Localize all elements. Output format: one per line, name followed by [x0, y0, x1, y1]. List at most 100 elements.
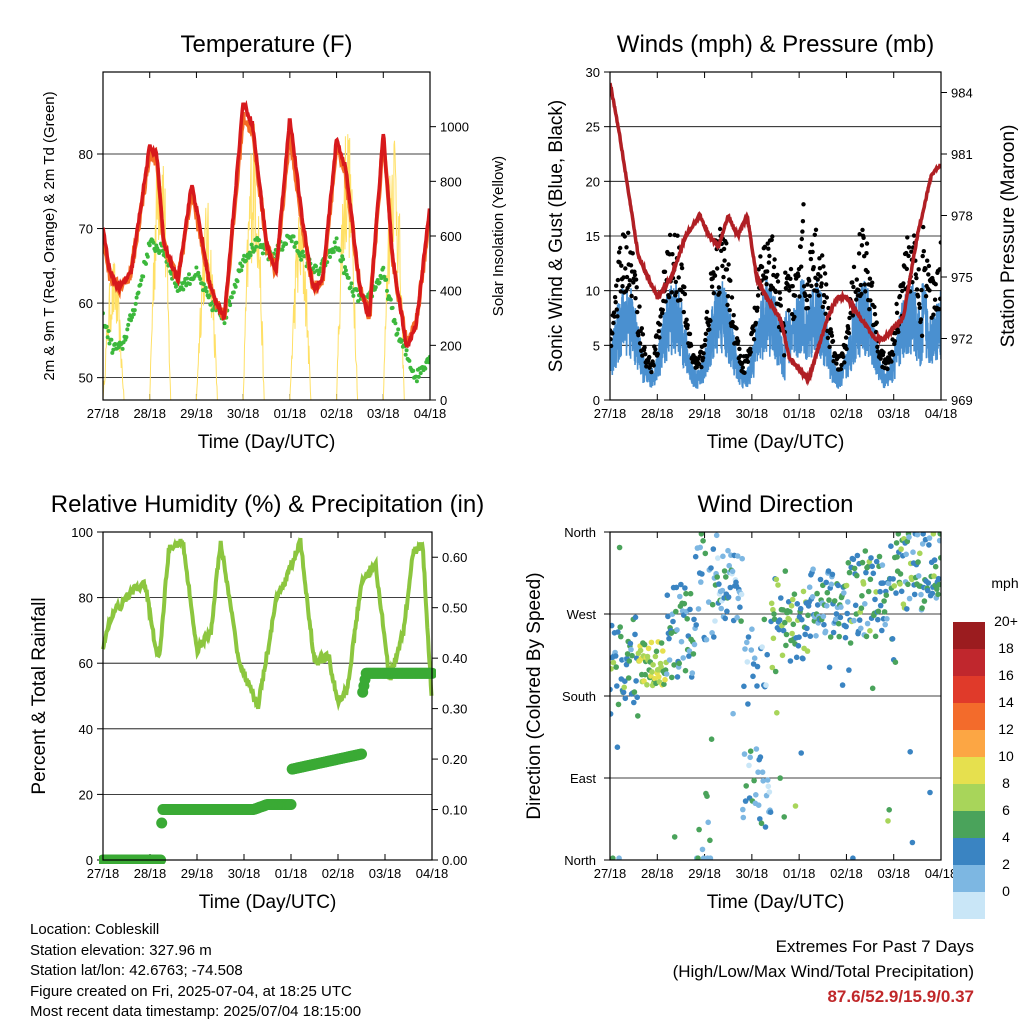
direction-point [632, 631, 638, 638]
direction-point [754, 663, 761, 670]
direction-point [824, 589, 831, 596]
direction-point [839, 682, 846, 688]
x-tick-label: 03/18 [367, 406, 400, 421]
direction-point [860, 581, 867, 587]
direction-point [617, 624, 623, 630]
gust-point [771, 264, 777, 270]
gust-point [936, 307, 941, 312]
dewpoint-point [314, 264, 318, 269]
gust-point [728, 278, 733, 283]
direction-point [740, 806, 746, 813]
direction-point [628, 646, 634, 653]
dewpoint-point [229, 295, 234, 300]
gust-point [682, 291, 688, 297]
gust-point [632, 272, 638, 278]
gust-point [900, 288, 905, 294]
direction-point [920, 532, 926, 537]
gust-point [640, 332, 646, 337]
gust-point [798, 244, 803, 249]
direction-point [610, 659, 617, 666]
dewpoint-point [291, 234, 296, 239]
y-tick-label: 0 [593, 393, 600, 408]
direction-point [813, 633, 819, 639]
dewpoint-point [257, 238, 261, 242]
gust-point [920, 253, 925, 259]
gust-point [850, 313, 856, 318]
direction-point [642, 671, 648, 678]
gust-point [700, 355, 706, 361]
direction-point [755, 769, 761, 775]
direction-point [741, 683, 747, 690]
gust-point [639, 326, 644, 331]
gust-point [864, 251, 869, 256]
dewpoint-point [377, 280, 382, 285]
gust-point [736, 339, 741, 344]
gust-point [666, 295, 672, 300]
direction-point [791, 591, 798, 597]
direction-point [722, 615, 728, 622]
direction-point [663, 671, 670, 677]
direction-point [863, 569, 869, 576]
direction-point [843, 623, 849, 630]
gust-point [615, 314, 620, 319]
direction-point [744, 639, 750, 646]
panel-title: Wind Direction [697, 491, 853, 518]
y-tick-label: 0.50 [442, 601, 467, 616]
gust-point [839, 362, 844, 368]
direction-point [783, 642, 789, 649]
gust-point [834, 361, 839, 366]
gust-point [627, 283, 632, 288]
direction-point [935, 591, 941, 598]
extremes-subtitle: (High/Low/Max Wind/Total Precipitation) [672, 962, 974, 981]
direction-point [645, 645, 652, 652]
direction-point [735, 595, 741, 602]
direction-point [876, 553, 883, 560]
y-tick-label: 15 [586, 229, 600, 244]
direction-point [867, 628, 873, 634]
colorbar-swatch [953, 811, 985, 838]
direction-point [858, 605, 865, 611]
direction-point [650, 662, 656, 668]
direction-point [747, 748, 754, 754]
direction-point [828, 581, 835, 588]
gust-point [925, 258, 930, 263]
direction-point [762, 824, 769, 830]
direction-point [800, 588, 807, 595]
gust-point [679, 262, 684, 267]
dewpoint-point [203, 285, 208, 290]
gust-point [889, 359, 894, 364]
dewpoint-point [181, 287, 186, 292]
direction-point [779, 652, 786, 659]
y-tick-label: South [562, 689, 596, 704]
colorbar-title: mph [991, 575, 1018, 591]
direction-point [825, 568, 832, 574]
y2-axis-label: Solar Insolation (Yellow) [490, 156, 507, 316]
y-tick-label: 0.00 [442, 853, 467, 868]
direction-point [842, 634, 849, 641]
y-tick-label: 800 [440, 174, 462, 189]
gust-point [862, 282, 867, 287]
direction-point [778, 595, 784, 601]
colorbar-label: 2 [1002, 856, 1010, 872]
plot-border [102, 71, 431, 401]
direction-point [662, 676, 668, 683]
y2-axis-label: Station Pressure (Maroon) [998, 125, 1019, 348]
direction-point [814, 602, 821, 608]
direction-point [915, 573, 922, 579]
x-tick-label: 30/18 [736, 406, 769, 421]
y-tick-label: East [570, 771, 596, 786]
gust-point [724, 267, 730, 272]
gust-point [688, 343, 694, 348]
gust-point [614, 307, 619, 312]
dewpoint-point [141, 274, 146, 279]
direction-point [869, 685, 876, 692]
direction-point [738, 591, 745, 598]
gust-point [915, 294, 921, 299]
direction-point [665, 613, 671, 620]
direction-point [702, 550, 709, 557]
dewpoint-point [294, 240, 299, 245]
direction-point [893, 540, 900, 546]
dewpoint-point [298, 254, 303, 258]
direction-point [835, 582, 841, 589]
direction-point [769, 664, 776, 671]
